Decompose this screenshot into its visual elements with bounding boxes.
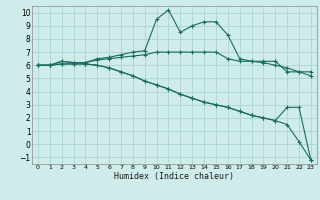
X-axis label: Humidex (Indice chaleur): Humidex (Indice chaleur)	[115, 172, 234, 181]
